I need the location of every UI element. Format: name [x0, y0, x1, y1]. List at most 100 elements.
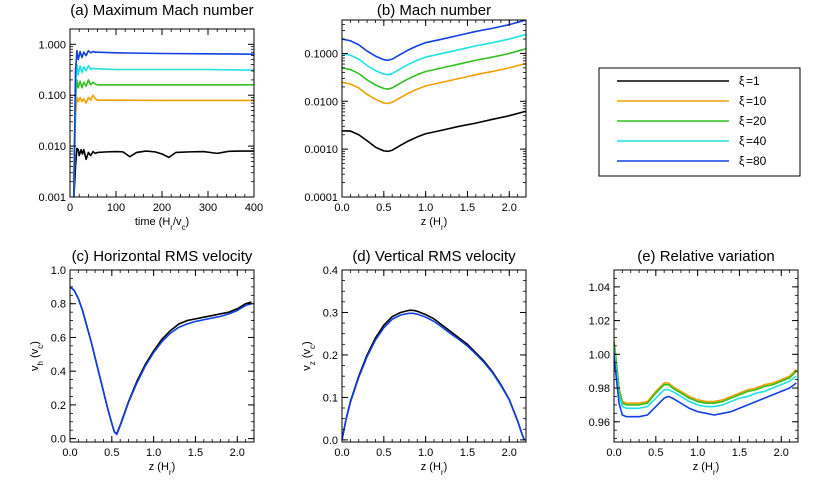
y-tick-label-c: 0.6: [51, 332, 66, 344]
x-tick-label-d: 0.0: [334, 447, 349, 459]
y-tick-label-c: 0.4: [51, 366, 66, 378]
x-tick-label-e: 1.5: [732, 447, 747, 459]
panel-title-e: (e) Relative variation: [637, 248, 775, 265]
x-tick-label-c: 0.0: [62, 447, 77, 459]
legend-entry: ξ =10: [617, 94, 767, 108]
y-tick-label-c: 1.0: [51, 265, 66, 277]
x-tick-label-d: 0.5: [376, 447, 391, 459]
legend-entry: ξ =80: [617, 154, 767, 168]
y-tick-label-e: 1.00: [589, 349, 610, 361]
x-tick-label-a: 400: [245, 202, 263, 214]
x-tick-label-c: 1.5: [188, 447, 203, 459]
series-line-a-xi-1: [73, 147, 254, 197]
series-line-e-xi-10: [614, 340, 797, 405]
x-tick-label-e: 0.5: [648, 447, 663, 459]
series-line-b-xi-20: [342, 48, 526, 90]
legend-label: =1: [746, 74, 760, 88]
panel-title-c: (c) Horizontal RMS velocity: [72, 248, 253, 265]
legend-entry: ξ =1: [617, 74, 760, 88]
y-tick-label-d: 0.3: [323, 307, 338, 319]
legend-label: =10: [746, 94, 767, 108]
x-axis-label-c: z (Hr): [149, 461, 176, 477]
legend-symbol: ξ: [739, 154, 745, 168]
legend-entry: ξ =40: [617, 134, 767, 148]
y-tick-label-d: 0.1: [323, 392, 338, 404]
y-tick-label-a: 0.001: [38, 192, 66, 204]
series-line-a-xi-80: [72, 49, 254, 197]
x-tick-label-a: 200: [153, 202, 171, 214]
x-tick-label-c: 2.0: [230, 447, 245, 459]
x-tick-label-a: 0: [67, 202, 73, 214]
x-tick-label-c: 0.5: [104, 447, 119, 459]
series-line-a-xi-40: [72, 63, 254, 197]
series-line-e-xi-40: [614, 347, 797, 410]
x-axis-label-b: z (Hr): [421, 216, 448, 232]
x-tick-label-b: 1.0: [418, 202, 433, 214]
series-line-e-xi-20: [614, 342, 797, 406]
y-tick-label-d: 0.2: [323, 350, 338, 362]
panel-b: (b) Mach number 0.0 0.5 1.0 1.5 2.0 0.0001 0.00…: [304, 2, 527, 232]
series-line-a-xi-20: [72, 79, 254, 197]
y-tick-label-a: 0.010: [38, 141, 66, 153]
legend-box: [598, 67, 801, 177]
x-tick-label-d: 1.5: [460, 447, 475, 459]
legend: ξ =1ξ =10ξ =20ξ =40ξ =80: [598, 67, 801, 177]
y-tick-label-c: 0.8: [51, 299, 66, 311]
x-tick-label-c: 1.0: [146, 447, 161, 459]
legend-label: =20: [746, 114, 767, 128]
x-axis-label-e: z (Hr): [693, 461, 720, 477]
y-tick-label-e: 1.02: [589, 316, 610, 328]
x-tick-label-e: 1.0: [690, 447, 705, 459]
y-tick-label-a: 1.000: [38, 39, 66, 51]
legend-label: =80: [746, 154, 767, 168]
x-tick-label-b: 1.5: [460, 202, 475, 214]
legend-label: =40: [746, 134, 767, 148]
x-tick-label-a: 100: [107, 202, 125, 214]
x-tick-label-b: 0.0: [334, 202, 349, 214]
series-line-b-xi-1: [342, 110, 526, 153]
y-tick-label-b: 0.0010: [304, 144, 338, 156]
y-tick-label-c: 0.2: [51, 400, 66, 412]
y-tick-label-e: 1.04: [589, 282, 610, 294]
series-line-c-xi-80: [70, 286, 252, 436]
legend-entry: ξ =20: [617, 114, 767, 128]
x-axis-label-d: z (Hr): [421, 461, 448, 477]
x-tick-label-d: 2.0: [502, 447, 517, 459]
y-tick-label-e: 0.96: [589, 417, 610, 429]
series-line-d-xi-80: [342, 312, 526, 441]
panel-d: (d) Vertical RMS velocity 0.0 0.5 1.0 1.5 2.0…: [301, 248, 527, 477]
legend-symbol: ξ: [739, 134, 745, 148]
series-line-a-xi-10: [72, 94, 254, 197]
legend-symbol: ξ: [739, 94, 745, 108]
panel-title-d: (d) Vertical RMS velocity: [352, 248, 516, 265]
y-tick-label-b: 0.0001: [304, 192, 338, 204]
legend-symbol: ξ: [739, 74, 745, 88]
legend-symbol: ξ: [739, 114, 745, 128]
x-tick-label-b: 2.0: [502, 202, 517, 214]
series-line-e-xi-80: [614, 355, 797, 418]
y-tick-label-d: 0.4: [323, 265, 338, 277]
y-axis-label-c: vh (vc): [29, 341, 45, 371]
y-tick-label-d: 0.0: [323, 435, 338, 447]
y-tick-label-e: 0.98: [589, 383, 610, 395]
panel-e: (e) Relative variation 0.0 0.5 1.0 1.5 2.0 0.9…: [589, 248, 799, 477]
y-tick-label-b: 0.1000: [304, 48, 338, 60]
panel-c: (c) Horizontal RMS velocity 0.0 0.5 1.0 1.5 2…: [29, 248, 255, 477]
series-line-b-xi-10: [342, 62, 526, 105]
panel-title-b: (b) Mach number: [377, 2, 491, 19]
x-tick-label-b: 0.5: [376, 202, 391, 214]
series-line-b-xi-40: [342, 33, 526, 76]
x-tick-label-d: 1.0: [418, 447, 433, 459]
x-tick-label-e: 0.0: [606, 447, 621, 459]
y-tick-label-c: 0.0: [51, 434, 66, 446]
y-tick-label-b: 0.0100: [304, 96, 338, 108]
x-axis-label-a: time (Hr/vc): [135, 216, 189, 232]
y-axis-label-d: vz (vc): [301, 341, 317, 370]
x-tick-label-e: 2.0: [774, 447, 789, 459]
x-tick-label-a: 300: [199, 202, 217, 214]
panel-a: (a) Maximum Mach number 0 100 200 300 400 0.00…: [38, 2, 263, 232]
y-tick-label-a: 0.100: [38, 90, 66, 102]
panel-title-a: (a) Maximum Mach number: [70, 2, 253, 19]
